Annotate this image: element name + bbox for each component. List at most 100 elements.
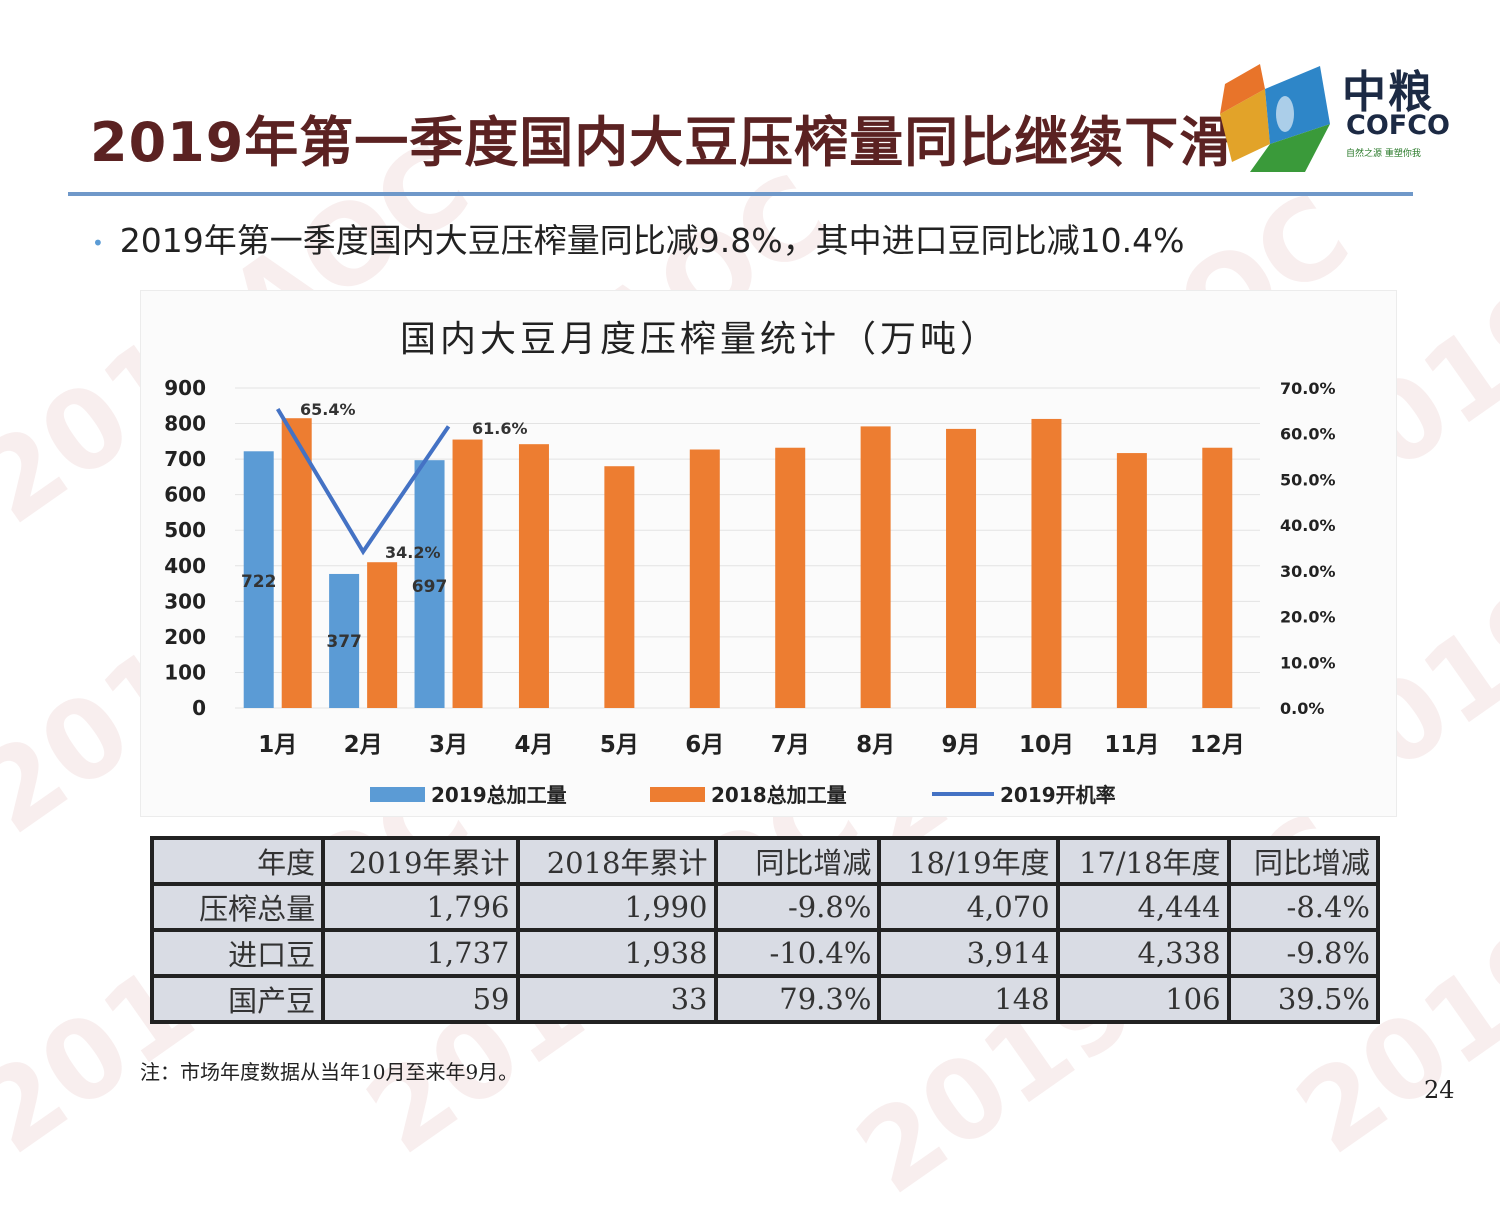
legend-swatch (650, 787, 705, 802)
table-cell: 106 (1055, 974, 1231, 1024)
y-tick-label: 600 (164, 483, 206, 507)
table-cell: 3,914 (877, 928, 1060, 978)
table-cell: 4,338 (1055, 928, 1231, 978)
brand-name-cn: 中粮 (1342, 67, 1434, 118)
line-data-label: 61.6% (472, 419, 528, 438)
table-cell: -8.4% (1226, 882, 1381, 932)
table-cell: -9.8% (713, 882, 882, 932)
bar-2018 (518, 444, 549, 708)
table-cell: 进口豆 (149, 928, 326, 978)
y-tick-label: 300 (164, 589, 206, 613)
bar-2018 (946, 428, 977, 708)
table-row: 压榨总量 1,796 1,990 -9.8% 4,070 4,444 -8.4% (149, 882, 1381, 932)
cofco-logo-icon (1220, 64, 1330, 172)
x-tick-label: 7月 (771, 732, 810, 758)
table-cell: 压榨总量 (149, 882, 326, 932)
y2-tick-label: 10.0% (1280, 653, 1336, 672)
bar-2018 (452, 439, 483, 708)
table-header-cell: 同比增减 (1226, 836, 1381, 886)
x-tick-label: 6月 (685, 732, 724, 758)
chart-title: 国内大豆月度压榨量统计（万吨） (399, 319, 1000, 360)
x-tick-label: 4月 (514, 732, 553, 758)
table-cell: 4,070 (877, 882, 1060, 932)
line-data-label: 34.2% (385, 543, 441, 562)
table-header-cell: 年度 (149, 836, 326, 886)
y-tick-label: 500 (164, 518, 206, 542)
page-title: 2019年第一季度国内大豆压榨量同比继续下滑 (90, 111, 1235, 174)
bar-data-label: 377 (326, 632, 362, 652)
table-cell: 33 (515, 974, 718, 1024)
y2-tick-label: 50.0% (1280, 470, 1336, 489)
table-cell: 1,796 (321, 882, 520, 932)
legend-label: 2018总加工量 (711, 783, 847, 807)
bar-2018 (860, 426, 891, 708)
table-cell: 国产豆 (149, 974, 326, 1024)
x-tick-label: 3月 (429, 732, 468, 758)
bar-2018 (1202, 447, 1233, 708)
bar-2019 (329, 573, 360, 708)
y-tick-label: 700 (164, 447, 206, 471)
footnote: 注：市场年度数据从当年10月至来年9月。 (140, 1060, 519, 1084)
table-header-row: 年度 2019年累计 2018年累计 同比增减 18/19年度 17/18年度 同比增减 (149, 836, 1381, 886)
table-cell: -10.4% (713, 928, 882, 978)
y2-tick-label: 20.0% (1280, 608, 1336, 627)
x-tick-label: 1月 (258, 732, 297, 758)
y-tick-label: 100 (164, 660, 206, 684)
bar-2019 (243, 451, 274, 708)
page-number: 24 (1424, 1076, 1455, 1104)
x-tick-label: 5月 (600, 732, 639, 758)
monthly-crush-chart: 900 800 700 600 500 400 300 200 100 0 70.0% 60.0% 50… (164, 376, 1336, 807)
table-cell: 39.5% (1226, 974, 1381, 1024)
bar-2018 (367, 562, 398, 708)
table-header-cell: 17/18年度 (1055, 836, 1231, 886)
y-tick-label: 800 (164, 412, 206, 436)
x-tick-label: 2月 (344, 732, 383, 758)
table-row: 国产豆 59 33 79.3% 148 106 39.5% (149, 974, 1381, 1024)
bar-data-label: 697 (412, 577, 448, 597)
table-cell: -9.8% (1226, 928, 1381, 978)
brand-slogan: 自然之源 重塑你我 (1346, 149, 1421, 159)
legend-label: 2019总加工量 (431, 783, 567, 807)
y-tick-label: 0 (192, 696, 206, 720)
y2-tick-label: 40.0% (1280, 516, 1336, 535)
table-cell: 1,990 (515, 882, 718, 932)
table-row: 进口豆 1,737 1,938 -10.4% 3,914 4,338 -9.8% (149, 928, 1381, 978)
legend-swatch (370, 787, 425, 802)
summary-text: 2019年第一季度国内大豆压榨量同比减9.8%，其中进口豆同比减10.4% (119, 221, 1185, 260)
bar-2018 (689, 449, 720, 708)
table-cell: 4,444 (1055, 882, 1231, 932)
y2-tick-label: 70.0% (1280, 379, 1336, 398)
y-tick-label: 400 (164, 554, 206, 578)
table-cell: 148 (877, 974, 1060, 1024)
y-tick-label: 200 (164, 625, 206, 649)
table-header-cell: 18/19年度 (877, 836, 1060, 886)
bar-2018 (1116, 453, 1147, 708)
table-header-cell: 同比增减 (713, 836, 882, 886)
x-tick-label: 12月 (1190, 732, 1245, 758)
x-tick-label: 9月 (942, 732, 981, 758)
bar-2018 (1031, 418, 1062, 708)
legend-label: 2019开机率 (1000, 783, 1116, 807)
table-cell: 1,737 (321, 928, 520, 978)
x-tick-label: 10月 (1019, 732, 1074, 758)
x-tick-label: 11月 (1104, 732, 1159, 758)
crush-summary-table: 年度 2019年累计 2018年累计 同比增减 18/19年度 17/18年度 同比增减 压榨… (149, 836, 1381, 1024)
summary-bullet: • 2019年第一季度国内大豆压榨量同比减9.8%，其中进口豆同比减10.4% (92, 214, 1184, 262)
bar-2018 (281, 418, 312, 708)
line-2019-utilization (275, 408, 451, 556)
table-cell: 59 (321, 974, 520, 1024)
bar-data-label: 722 (241, 572, 277, 592)
line-data-label: 65.4% (300, 400, 356, 419)
y2-tick-label: 60.0% (1280, 425, 1336, 444)
title-divider (68, 192, 1413, 196)
chart-panel (140, 290, 1397, 817)
bar-2018 (775, 447, 806, 708)
brand-name-en: COFCO (1346, 110, 1450, 141)
y-tick-label: 900 (164, 376, 206, 400)
x-tick-label: 8月 (856, 732, 895, 758)
y2-tick-label: 0.0% (1280, 699, 1324, 718)
bullet-icon: • (92, 230, 104, 255)
table-header-cell: 2018年累计 (515, 836, 718, 886)
table-cell: 1,938 (515, 928, 718, 978)
table-cell: 79.3% (713, 974, 882, 1024)
